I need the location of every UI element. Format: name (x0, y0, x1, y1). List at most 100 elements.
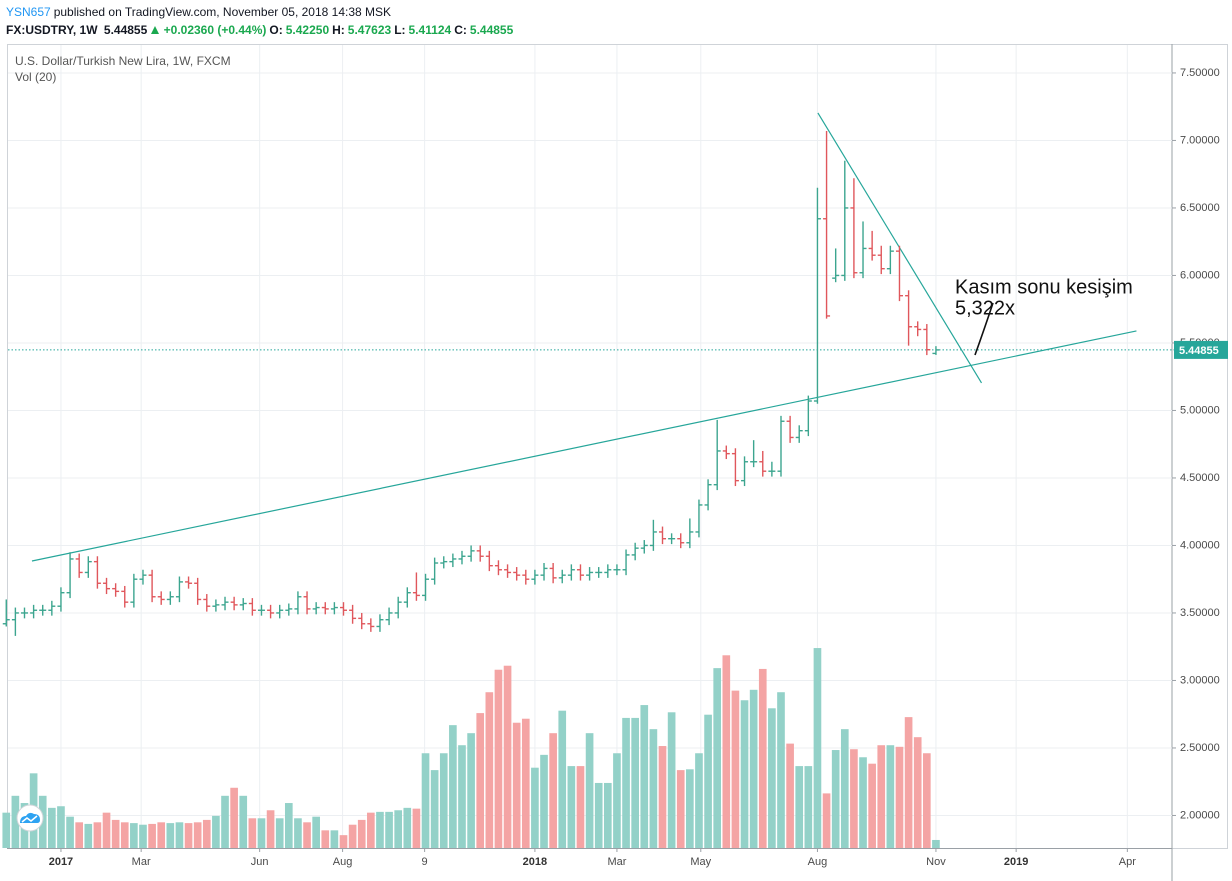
volume-bar (467, 733, 475, 848)
volume-bar (549, 733, 557, 848)
volume-bar (257, 818, 266, 848)
volume-bar (558, 710, 567, 848)
volume-bar (239, 795, 248, 848)
volume-bar (831, 750, 840, 848)
volume-bar (594, 782, 603, 848)
volume-bar (75, 822, 84, 848)
c-label: C: (454, 23, 467, 37)
h-label: H: (332, 23, 345, 37)
l-value: 5.41124 (408, 23, 452, 37)
volume-bar (157, 822, 166, 848)
volume-bar (421, 753, 430, 848)
volume-bar (813, 648, 822, 848)
x-tick-label: Jun (251, 856, 269, 868)
volume-bar (102, 812, 111, 848)
volume-bar (339, 835, 348, 848)
volume-bar (503, 665, 512, 848)
volume-bar (713, 668, 722, 848)
volume-bar (768, 708, 776, 848)
volume-bar (312, 816, 320, 848)
volume-bar (175, 822, 184, 848)
y-tick-label: 3.00000 (1180, 674, 1220, 686)
volume-bar (567, 766, 576, 848)
volume-bar (57, 806, 65, 848)
y-tick-label: 6.50000 (1180, 202, 1220, 214)
x-tick-label: 2017 (49, 856, 73, 868)
volume-bar (603, 782, 612, 848)
o-label: O: (269, 23, 283, 37)
volume-bar (749, 689, 758, 848)
volume-bar (130, 823, 138, 848)
volume-bar (758, 668, 767, 848)
volume-bar (212, 815, 220, 848)
volume-bar (904, 717, 913, 848)
last-price-label: 5.44855 (1179, 345, 1219, 357)
volume-bar (321, 830, 330, 848)
volume-bar (66, 816, 74, 848)
volume-bar (658, 746, 667, 848)
published-line: YSN657 published on TradingView.com, Nove… (6, 3, 516, 21)
last-price-box (1174, 340, 1228, 359)
volume-bar (822, 793, 831, 848)
volume-bar (248, 818, 257, 848)
labels: 2.00000 2.50000 3.00000 3.50000 4.00000 4.500… (49, 67, 1228, 868)
symbol: FX:USDTRY, 1W (6, 23, 98, 37)
volume-bar (622, 717, 630, 848)
c-value: 5.44855 (469, 23, 514, 37)
annotation: 5,322x (955, 297, 1015, 319)
volume-bar (120, 822, 129, 848)
volume-bar (521, 718, 530, 848)
trendlines (8, 112, 1228, 562)
volume-bar (895, 746, 904, 848)
volume-bar (266, 810, 275, 848)
volume-bar (631, 717, 639, 848)
volume-bar (886, 745, 895, 848)
y-tick-label: 5.00000 (1180, 404, 1220, 416)
x-tick-label: 2018 (523, 856, 547, 868)
volume-bar (786, 743, 794, 848)
author[interactable]: YSN657 (6, 5, 51, 19)
annotation: Kasım sonu kesişim (955, 276, 1133, 298)
volume-bar (275, 818, 284, 848)
volume-bar (731, 690, 740, 848)
y-tick-label: 2.00000 (1180, 809, 1220, 821)
chart-title: U.S. Dollar/Turkish New Lira, 1W, FXCM (15, 54, 231, 68)
volume (2, 648, 940, 848)
y-tick-label: 7.50000 (1180, 67, 1220, 79)
price-bars (2, 130, 940, 636)
volume-bar (148, 823, 156, 848)
x-tick-label: Mar (607, 856, 626, 868)
volume-bar (449, 725, 457, 848)
volume-bar (576, 766, 585, 848)
volume-bar (695, 753, 703, 848)
y-tick-label: 4.50000 (1180, 472, 1220, 484)
volume-bar (686, 769, 694, 848)
volume-bar (84, 823, 93, 848)
volume-bar (303, 822, 311, 848)
y-tick-label: 2.50000 (1180, 742, 1220, 754)
x-tick-label: 2019 (1004, 856, 1028, 868)
y-tick-label: 4.00000 (1180, 539, 1220, 551)
grid (8, 45, 1172, 848)
volume-bar (193, 822, 202, 848)
header: YSN657 published on TradingView.com, Nove… (6, 3, 516, 39)
volume-bar (385, 811, 393, 848)
x-tick-label: Nov (926, 856, 946, 868)
volume-bar (649, 729, 658, 848)
volume-bar (48, 807, 56, 848)
trendline (31, 330, 1137, 562)
volume-bar (494, 669, 503, 848)
volume-bar (531, 767, 539, 848)
x-tick-label: Mar (132, 856, 151, 868)
volume-bar (932, 839, 940, 848)
volume-bar (439, 753, 448, 848)
x-tick-label: 9 (422, 856, 428, 868)
volume-bar (740, 700, 749, 848)
volume-bar (850, 749, 858, 848)
volume-bar (221, 795, 229, 848)
volume-bar (859, 757, 867, 848)
volume-bar (877, 745, 886, 848)
volume-bar (840, 729, 849, 848)
volume-bar (913, 737, 922, 848)
